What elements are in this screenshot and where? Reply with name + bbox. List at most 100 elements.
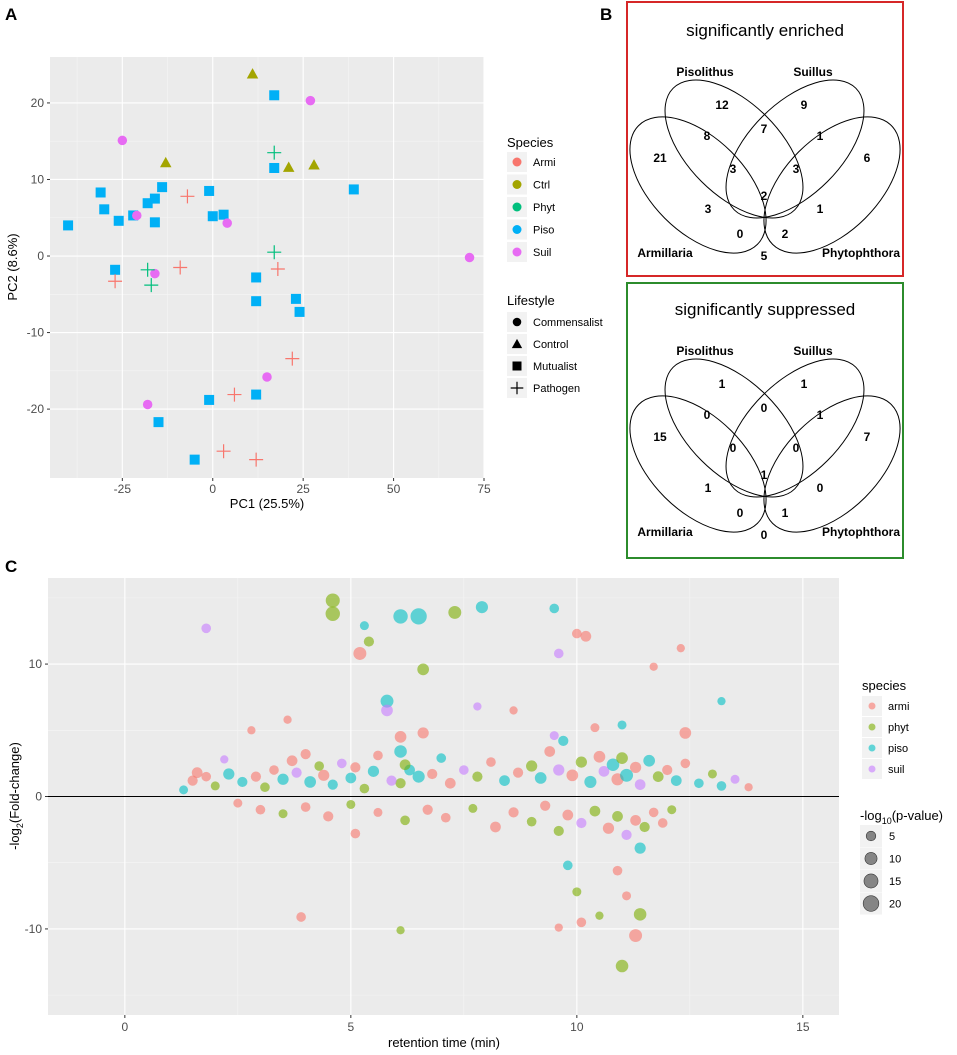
venn-count-psph: 0 <box>793 441 800 455</box>
venn-count-as: 3 <box>705 202 712 216</box>
venn-count-psph: 3 <box>793 162 800 176</box>
volcano-point <box>440 812 451 823</box>
volcano-size-legend: 5 10 15 20 <box>860 825 901 915</box>
volcano-point <box>652 771 664 783</box>
volcano-point <box>304 776 317 788</box>
volcano-point <box>639 821 650 833</box>
pca-point <box>348 184 359 195</box>
legend-size-key <box>864 852 878 865</box>
pca-point <box>63 220 74 231</box>
venn-count-s-only: 1 <box>801 377 808 391</box>
volcano-point <box>345 772 357 784</box>
pca-tick-label-x: 50 <box>387 482 401 496</box>
legend-shape-triangle <box>511 338 523 349</box>
pca-point <box>246 68 259 79</box>
volcano-point <box>373 750 383 761</box>
volcano-point <box>526 816 537 827</box>
venn-count-aph: 5 <box>761 249 768 263</box>
volcano-point <box>544 746 556 757</box>
volcano-point <box>223 768 235 780</box>
pca-point <box>251 296 262 307</box>
volcano-tick-label-y: 10 <box>29 657 43 671</box>
legend-shape-plus <box>510 381 524 395</box>
venn-suppressed-ellipses <box>629 358 901 533</box>
volcano-point <box>350 762 361 773</box>
volcano-point <box>576 817 587 829</box>
volcano-point <box>572 628 582 639</box>
volcano-tick-labels: 0 5 10 15 -10 0 10 <box>25 657 810 1034</box>
volcano-point <box>575 756 587 768</box>
venn-set-label-suillus: Suillus <box>793 344 833 358</box>
pca-tick-label-y: -20 <box>27 402 45 416</box>
pca-point <box>142 399 153 410</box>
pca-tick-label-x: -25 <box>114 482 132 496</box>
legend-label-mutualist: Mutualist <box>533 361 577 373</box>
legend-key-armi <box>868 702 876 710</box>
volcano-tick-label-x: 15 <box>796 1020 810 1034</box>
volcano-point <box>412 770 425 783</box>
volcano-point <box>260 782 270 793</box>
volcano-point <box>526 760 538 772</box>
pca-point <box>308 159 320 170</box>
venn-count-ph-only: 7 <box>864 430 871 444</box>
volcano-point <box>346 799 356 809</box>
volcano-point <box>598 765 610 777</box>
venn-count-all: 2 <box>761 189 768 203</box>
volcano-point <box>648 807 659 818</box>
volcano-plot: 0 5 10 15 -10 0 10 retention time (min) -log2(… <box>7 578 943 1050</box>
volcano-point <box>680 758 691 769</box>
legend-key-bg <box>860 870 882 892</box>
volcano-point <box>396 926 405 935</box>
volcano-point <box>730 774 740 784</box>
volcano-point <box>540 800 551 811</box>
pca-point <box>132 210 142 221</box>
volcano-tick-label-x: 10 <box>570 1020 584 1034</box>
volcano-point <box>562 809 574 821</box>
volcano-point <box>667 805 677 815</box>
volcano-tick-label-y: 0 <box>35 790 42 804</box>
venn-count-all: 1 <box>761 468 768 482</box>
volcano-point <box>621 829 632 841</box>
volcano-point <box>296 912 306 922</box>
volcano-point <box>386 775 397 786</box>
pca-point <box>110 264 121 275</box>
volcano-point <box>314 761 325 771</box>
volcano-point <box>283 715 292 724</box>
pca-point <box>140 262 155 277</box>
legend-size-label: 20 <box>889 899 901 911</box>
pca-point <box>464 252 475 263</box>
volcano-point <box>286 755 298 767</box>
pca-point <box>189 454 200 465</box>
legend-size-key <box>865 830 877 842</box>
venn-count-ap: 8 <box>704 129 711 143</box>
volcano-point <box>512 767 524 778</box>
legend-key-piso <box>868 744 876 752</box>
venn-ellipse-pisolithus <box>664 358 804 498</box>
venn-ellipse-armillaria <box>629 395 767 533</box>
pca-point <box>173 260 188 275</box>
pca-species-legend-title: Species <box>507 135 554 150</box>
pca-point <box>285 351 300 366</box>
venn-count-pph: 0 <box>817 481 824 495</box>
venn-suppressed-title: significantly suppressed <box>675 300 855 319</box>
volcano-point <box>325 593 340 608</box>
volcano-point <box>595 911 604 920</box>
pca-point <box>269 162 280 173</box>
pca-point <box>270 262 285 277</box>
volcano-point <box>395 778 406 789</box>
legend-label-pathogen: Pathogen <box>533 383 580 395</box>
pca-point <box>157 182 168 193</box>
legend-key-phyt <box>868 723 876 731</box>
volcano-point <box>744 783 753 792</box>
venn-count-sph: 1 <box>817 129 824 143</box>
pca-points <box>63 68 475 467</box>
volcano-point <box>558 735 569 746</box>
volcano-point <box>576 917 587 928</box>
legend-size-label: 15 <box>889 876 901 888</box>
volcano-point <box>353 647 367 660</box>
volcano-point <box>634 842 646 854</box>
venn-count-s-only: 9 <box>801 98 808 112</box>
volcano-point <box>620 768 634 782</box>
volcano-point <box>670 775 682 786</box>
